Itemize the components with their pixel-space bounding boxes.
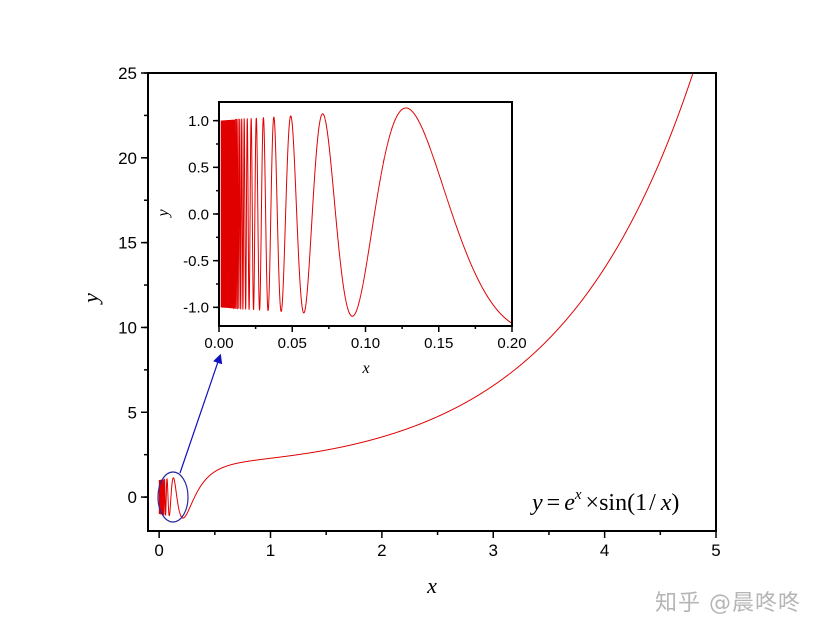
inset-y-tick-label: 0.0 [188,206,209,223]
inset-y-tick-label: 1.0 [188,113,209,130]
main-y-tick-label: 0 [128,488,137,507]
main-y-tick-label: 10 [118,319,137,338]
main-y-tick-label: 5 [128,403,137,422]
inset-x-tick-label: 0.15 [424,335,453,352]
zoom-arrow [179,353,223,474]
main-x-tick-label: 3 [489,541,498,560]
inset-x-tick-label: 0.10 [351,335,380,352]
inset-x-tick-label: 0.05 [278,335,307,352]
inset-x-tick-label: 0.20 [497,335,526,352]
inset-x-tick-label: 0.00 [204,335,233,352]
main-y-tick-label: 20 [118,149,137,168]
main-x-label: x [426,573,437,598]
watermark: 知乎 @晨咚咚 [655,591,801,616]
main-x-tick-label: 0 [154,541,163,560]
inset-background [219,102,512,326]
inset-x-label: x [361,360,369,377]
main-y-tick-label: 15 [118,234,137,253]
main-x-tick-label: 2 [377,541,386,560]
main-curve [158,73,694,519]
inset-y-tick-label: 0.5 [188,160,209,177]
main-y-tick-label: 25 [118,64,137,83]
inset-y-tick-label: -0.5 [183,253,209,270]
formula-annotation: y = ex ×sin(1/x) [530,487,679,516]
main-x-tick-label: 4 [600,541,609,560]
inset-curve [220,107,512,324]
main-frame [147,72,717,532]
zoom-region-ellipse [157,471,189,523]
inset-y-label: y [155,209,172,219]
inset-y-tick-label: -1.0 [183,300,209,317]
main-x-tick-label: 1 [266,541,275,560]
main-y-label: y [78,293,103,305]
main-x-tick-label: 5 [711,541,720,560]
